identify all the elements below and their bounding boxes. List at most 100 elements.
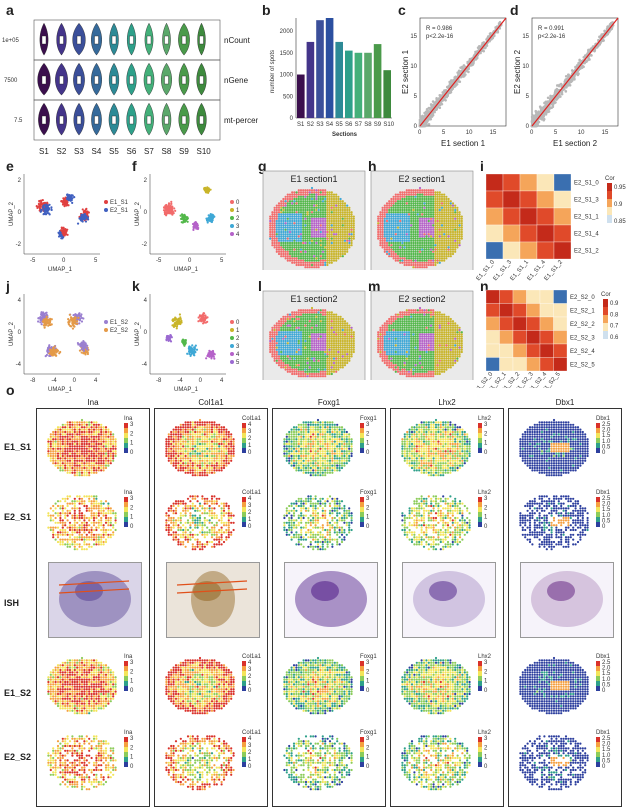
spot [449, 233, 452, 236]
scatter-point [433, 108, 437, 112]
spot [432, 215, 435, 218]
spot [335, 250, 338, 253]
spot [273, 233, 276, 236]
y-tick-label: 10 [522, 64, 529, 70]
spot [414, 237, 417, 240]
spot [447, 235, 450, 238]
spot [339, 237, 342, 240]
spot [315, 259, 318, 262]
spot [297, 204, 300, 207]
spot [401, 233, 404, 236]
spot [385, 204, 389, 207]
spot [293, 259, 296, 262]
stat-annotation: R = 0.991 [538, 26, 565, 32]
spot [423, 211, 426, 214]
bar [373, 44, 382, 118]
spot [328, 252, 331, 256]
spot [438, 226, 441, 229]
spot [403, 217, 406, 220]
spot [310, 202, 314, 205]
spot [454, 217, 457, 220]
umap-point [40, 313, 43, 316]
spot [315, 244, 318, 247]
scatter-point [598, 43, 602, 46]
spot [304, 195, 307, 198]
spot [282, 235, 285, 238]
spot [381, 215, 384, 218]
spot [416, 217, 419, 220]
spot [306, 257, 309, 260]
spot [324, 219, 327, 223]
spot [291, 206, 294, 209]
spot [425, 197, 428, 201]
x-axis-title: Sections [332, 132, 358, 138]
spot [269, 217, 272, 220]
spot [454, 241, 457, 245]
spot [410, 191, 413, 194]
spot [416, 189, 419, 192]
spot [447, 241, 450, 245]
spot [434, 233, 437, 236]
spot [443, 219, 446, 223]
spot [288, 248, 292, 251]
spot [418, 228, 422, 231]
spot [445, 206, 448, 209]
spot [350, 237, 353, 240]
spot [432, 193, 435, 196]
spot [407, 241, 411, 245]
spot [321, 237, 325, 240]
spot [341, 211, 344, 214]
spot [339, 246, 342, 249]
spot [275, 237, 278, 240]
umap-point [169, 334, 172, 338]
spot [341, 244, 344, 247]
umap-point [78, 343, 82, 346]
spot [315, 193, 318, 196]
spot [315, 222, 318, 225]
spot [427, 195, 430, 198]
spot [319, 200, 322, 203]
spot [445, 215, 448, 218]
spot [299, 244, 303, 247]
spot [326, 191, 329, 194]
spot [286, 222, 289, 225]
spot [304, 193, 307, 196]
umap-point [78, 322, 81, 325]
spot [403, 235, 406, 238]
spot [339, 255, 342, 258]
spot [306, 261, 309, 264]
spot [458, 239, 461, 242]
spot [293, 213, 296, 216]
scatter-point [549, 96, 553, 99]
spot [434, 213, 437, 216]
spot [379, 235, 382, 238]
spot [399, 195, 402, 198]
spot [416, 228, 419, 231]
spot [335, 204, 338, 207]
umap-point [48, 344, 51, 347]
spot [423, 193, 426, 196]
spot [328, 204, 331, 207]
spot [282, 244, 285, 247]
violin-box [94, 35, 99, 45]
umap-point [205, 188, 208, 192]
spot [385, 228, 389, 231]
spot [421, 233, 424, 236]
spot [313, 257, 316, 260]
spot [332, 235, 336, 238]
spot [383, 219, 386, 223]
spot [330, 193, 333, 196]
spot [297, 252, 300, 256]
spot [288, 237, 292, 240]
spot [326, 241, 329, 245]
spot [280, 217, 283, 220]
spot [383, 211, 386, 214]
violin-box [181, 75, 187, 85]
umap-point [50, 318, 53, 321]
spot [388, 208, 391, 212]
spot [460, 226, 463, 229]
spot [434, 215, 437, 218]
spot [293, 230, 296, 234]
spot [317, 204, 320, 207]
